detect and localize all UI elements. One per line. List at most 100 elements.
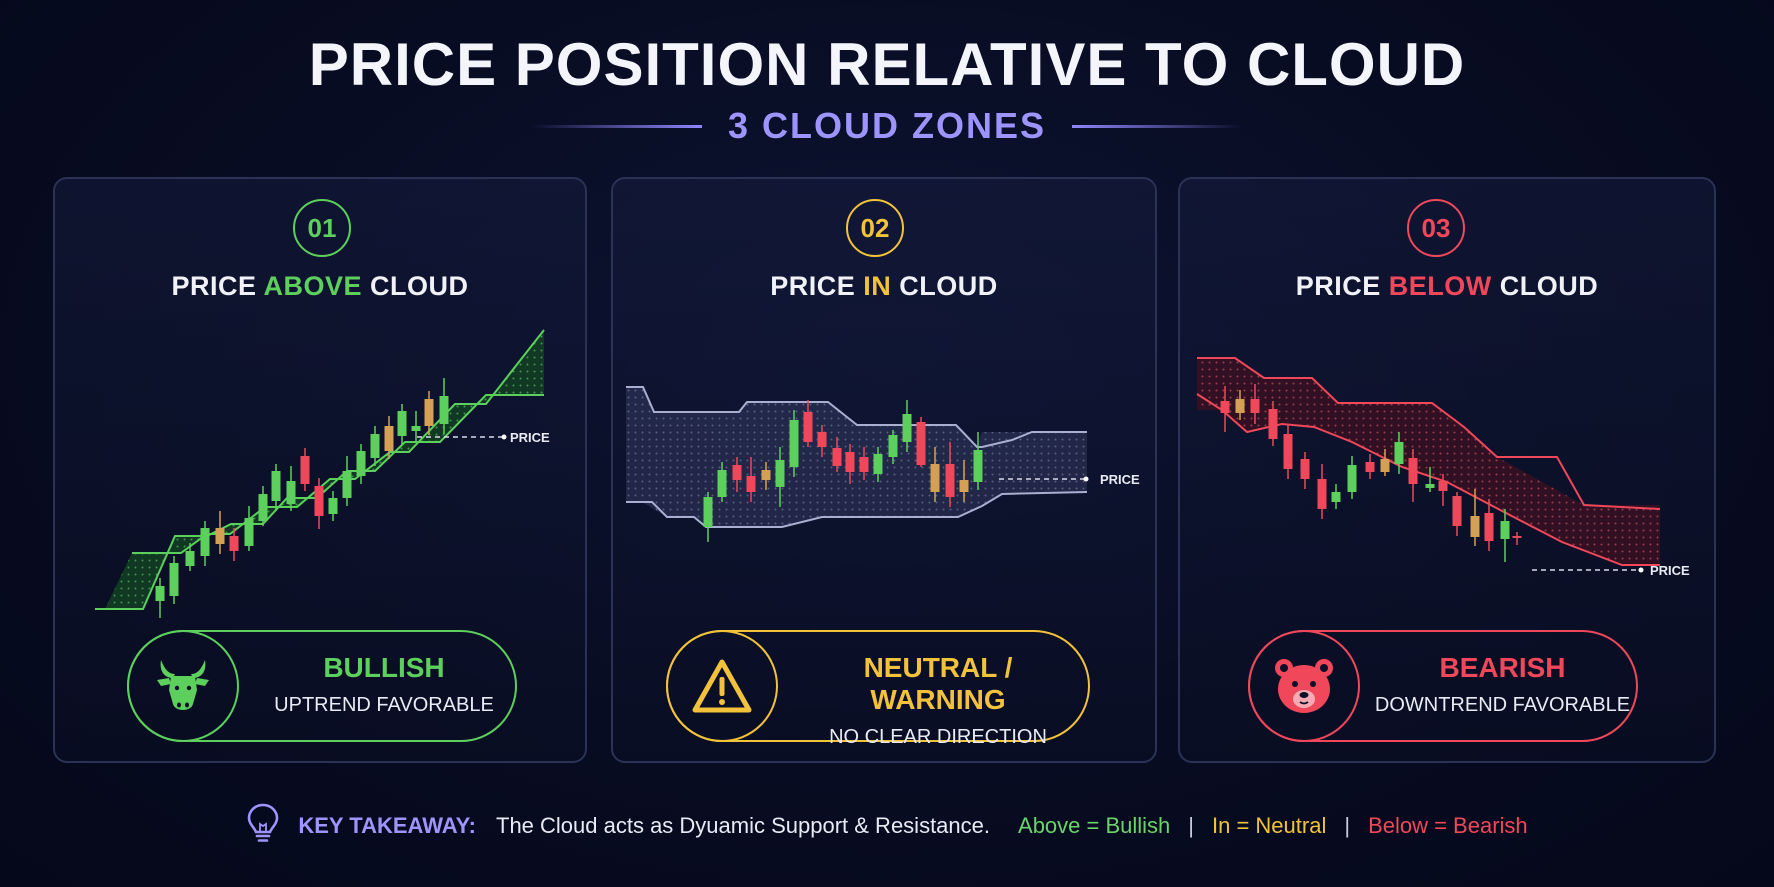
candle-body [1394,442,1404,464]
candle-body [1438,481,1448,491]
legend-in: In = Neutral [1212,813,1327,838]
candle-body [244,518,254,546]
panel-number: 01 [293,199,351,257]
candle-body [789,420,799,467]
panel-number: 03 [1407,199,1465,257]
above-cloud-chart: PRICE [95,329,550,618]
candle-body [1484,513,1494,541]
candle-body [300,456,310,484]
panel-below-cloud: 03 PRICE BELOW CLOUD PRICE [1178,177,1716,763]
separator: | [1188,813,1194,838]
lightbulb-icon [246,802,280,850]
candle-body [832,448,842,466]
candle-body [916,422,926,465]
panel-heading: PRICE ABOVE CLOUD [171,271,469,301]
candle-body [1347,465,1357,492]
price-dot [1083,476,1089,482]
bull-icon [127,630,239,742]
candle-body [1268,409,1278,439]
candle-body [342,471,352,498]
candle-body [169,563,179,596]
subtitle-divider-left [531,124,702,128]
separator: | [1344,813,1351,838]
badge-title: BEARISH [1439,652,1566,683]
candle-body [1220,401,1230,413]
candle-body [397,411,407,436]
candle-body [973,450,983,482]
legend-below: Below = Bearish [1368,813,1528,838]
candle-body [732,465,742,480]
candle-body [185,551,195,566]
candle-body [845,452,855,472]
candle-body [746,476,756,492]
badge-subtitle: UPTREND FAVORABLE [274,694,494,716]
legend-above: Above = Bullish [1018,813,1171,838]
candle-body [873,454,883,474]
key-takeaway: KEY TAKEAWAY: The Cloud acts as Dyuamic … [0,803,1774,846]
panel-heading: PRICE BELOW CLOUD [1295,271,1599,301]
badge-title: NEUTRAL / WARNING [863,652,1013,715]
bear-icon [1248,630,1360,742]
candle-body [1300,459,1310,479]
price-dot [501,434,507,440]
candle-body [703,497,713,527]
candle-body [1283,434,1293,469]
candle-body [1512,536,1522,538]
price-label: PRICE [510,430,550,445]
candle-body [761,470,771,480]
candle-body [258,494,268,521]
candle-body [859,457,869,472]
page-subtitle: 3 CLOUD ZONES [727,105,1047,146]
takeaway-text: The Cloud acts as Dyuamic Support & Resi… [496,813,991,838]
candle-body [803,412,813,442]
badge-subtitle: NO CLEAR DIRECTION [829,726,1047,748]
candle-body [229,536,239,551]
panel-above-cloud: 01 PRICE ABOVE CLOUD PRICE [53,177,587,763]
candle-body [1470,516,1480,537]
bearish-badge: BEARISH DOWNTREND FAVORABLE [1248,630,1638,742]
cloud-bottom-line [95,394,544,610]
candle-body [1408,458,1418,484]
candle-body [271,471,281,501]
cloud-top-line [1197,357,1661,510]
candle-body [1365,462,1375,472]
cloud-bottom-line [1196,393,1660,566]
bullish-badge: BULLISH UPTREND FAVORABLE [127,630,517,742]
takeaway-label: KEY TAKEAWAY: [298,813,476,838]
subtitle-divider-right [1072,124,1243,128]
candle-body [717,470,727,497]
below-cloud-chart: PRICE [1196,357,1690,578]
badge-title: BULLISH [323,652,445,683]
candle-body [775,460,785,487]
candle-body [959,480,969,492]
warning-icon [666,630,778,742]
price-dot [1638,567,1644,573]
candle-body [930,464,940,492]
panel-number: 02 [846,199,904,257]
candle-body [1425,484,1435,488]
candle-body [1380,459,1390,472]
candle-body [945,464,955,497]
candle-body [356,451,366,476]
panel-in-cloud: 02 PRICE IN CLOUD PRICE [611,177,1157,763]
candle-body [384,426,394,451]
candle-body [370,434,380,458]
candle-body [817,432,827,447]
panel-heading: PRICE IN CLOUD [770,271,998,301]
candle-body [439,396,449,424]
neutral-badge: NEUTRAL / WARNING NO CLEAR DIRECTION [666,630,1090,748]
candle-body [411,426,421,431]
candle-body [314,486,324,516]
cloud-bottom-line [626,491,1088,528]
cloud-top-line [132,329,545,554]
badge-subtitle: DOWNTREND FAVORABLE [1374,694,1631,716]
candle-body [200,528,210,556]
candle-body [1235,399,1245,413]
candle-body [1452,496,1462,526]
candle-body [286,481,296,504]
subtitle-row: 3 CLOUD ZONES [0,104,1774,148]
cloud-top-line [626,386,1087,448]
candle-body [424,399,434,426]
candle-body [1500,521,1510,539]
candle-body [1317,479,1327,509]
